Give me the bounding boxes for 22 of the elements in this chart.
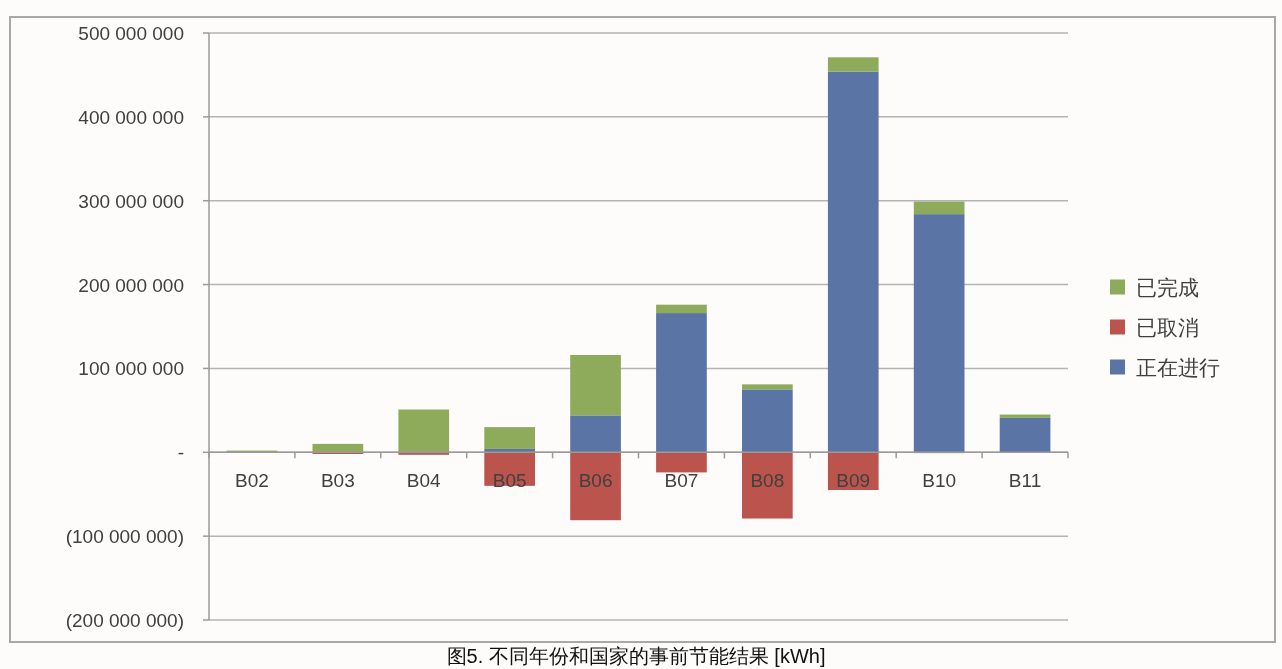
y-tick-label: 300 000 000 (78, 190, 184, 212)
y-tick-label: 100 000 000 (78, 358, 184, 380)
y-tick-label: 500 000 000 (78, 23, 184, 44)
x-tick-label: B11 (1008, 470, 1042, 492)
y-tick-label: (200 000 000) (65, 610, 184, 631)
x-tick-label: B02 (235, 470, 269, 492)
x-tick-label: B05 (492, 470, 527, 492)
x-tick-label: B10 (922, 470, 957, 492)
x-tick-label: B08 (750, 470, 785, 492)
x-tick-label: B07 (664, 470, 699, 492)
x-tick-label: B09 (836, 470, 871, 492)
legend-label: 正在进行 (1136, 355, 1220, 379)
y-tick-label: - (177, 442, 184, 464)
legend-label: 已完成 (1136, 275, 1199, 299)
x-tick-label: B04 (406, 470, 441, 492)
x-tick-label: B03 (320, 470, 355, 492)
legend-label: 已取消 (1136, 315, 1199, 339)
title: 图5. 不同年份和国家的事前节能结果 [kWh] (446, 645, 826, 667)
y-tick-label: (100 000 000) (65, 526, 184, 548)
y-tick-label: 400 000 000 (78, 106, 184, 128)
x-tick-label: B06 (578, 470, 613, 492)
y-tick-label: 200 000 000 (78, 274, 184, 296)
